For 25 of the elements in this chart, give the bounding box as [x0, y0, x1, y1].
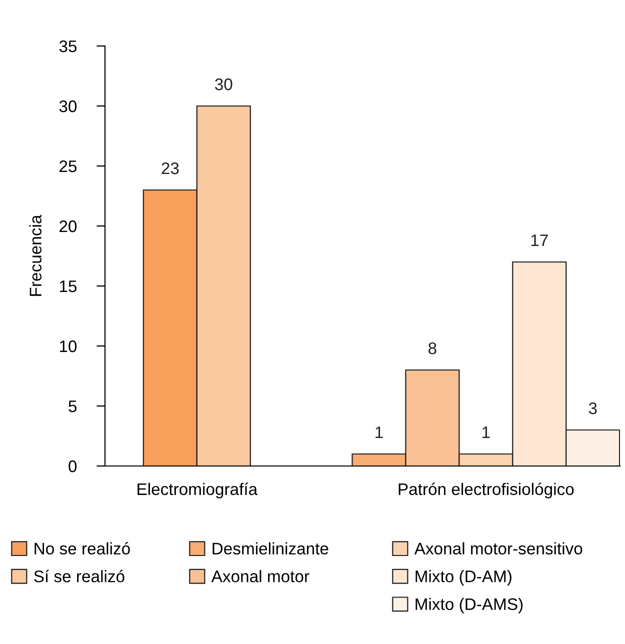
- y-tick-label: 15: [60, 280, 77, 292]
- y-axis-title: Frecuencia: [29, 214, 42, 296]
- legend-label: Axonal motor-sensitivo: [414, 542, 582, 554]
- legend-label: Mixto (D-AMS): [416, 598, 523, 614]
- y-tick-label: 20: [60, 220, 77, 232]
- y-tick-label: 10: [60, 340, 77, 352]
- x-tick-label: Patrón electrofisiológico: [398, 482, 574, 498]
- data-label: 1: [376, 426, 383, 438]
- y-tick-label: 25: [60, 160, 77, 172]
- data-label: 17: [531, 234, 548, 246]
- y-tick-label: 35: [59, 40, 77, 52]
- data-label: 30: [215, 78, 232, 90]
- y-tick-label: 0: [68, 460, 77, 472]
- x-tick-label: Electromiografía: [138, 482, 258, 498]
- y-tick-label: 30: [59, 100, 77, 112]
- legend-label: Sí se realizó: [34, 570, 124, 582]
- legend-label: Axonal motor: [211, 570, 310, 582]
- data-label: 1: [482, 426, 490, 438]
- data-label: 3: [588, 402, 597, 414]
- legend-label: Desmielinizante: [212, 542, 328, 554]
- data-label: 8: [428, 342, 436, 354]
- data-label: 23: [162, 162, 179, 174]
- legend-label: Mixto (D-AM): [416, 570, 512, 586]
- y-tick-label: 5: [68, 400, 77, 412]
- legend-label: No se realizó: [34, 542, 130, 554]
